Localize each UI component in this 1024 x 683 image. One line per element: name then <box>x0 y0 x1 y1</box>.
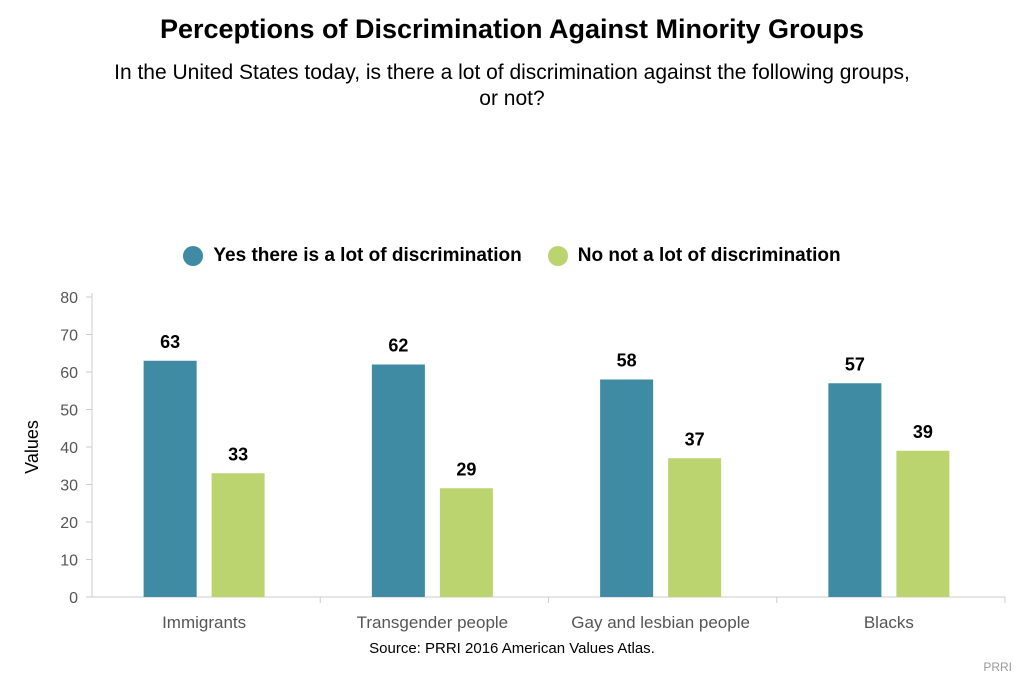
y-tick-label: 0 <box>69 590 78 607</box>
legend-swatch-yes <box>183 246 204 266</box>
y-tick-label: 20 <box>60 515 78 532</box>
x-tick-label: Transgender people <box>357 613 509 632</box>
legend-item-no[interactable]: No not a lot of discrimination <box>547 245 841 267</box>
source-note: Source: PRRI 2016 American Values Atlas. <box>369 640 655 657</box>
y-tick-label: 60 <box>60 365 78 382</box>
bar-no <box>668 458 722 597</box>
y-tick-label: 10 <box>60 553 78 570</box>
credit-label: PRRI <box>983 660 1012 674</box>
chart-title: Perceptions of Discrimination Against Mi… <box>159 14 865 44</box>
x-tick-label: Gay and lesbian people <box>571 613 750 632</box>
legend-label-yes: Yes there is a lot of discrimination <box>213 245 522 266</box>
legend-item-yes[interactable]: Yes there is a lot of discrimination <box>183 245 522 267</box>
bar-no <box>439 488 493 597</box>
y-tick-label: 50 <box>60 403 78 420</box>
data-label: 63 <box>160 332 180 352</box>
y-tick-label: 80 <box>60 290 78 307</box>
data-label: 58 <box>617 351 637 371</box>
legend-label-no: No not a lot of discrimination <box>577 245 841 266</box>
legend-swatch-no <box>547 246 568 266</box>
y-axis-title: Values <box>22 420 42 474</box>
data-label: 29 <box>456 459 476 479</box>
y-tick-label: 30 <box>60 478 78 495</box>
bar-no <box>896 450 950 597</box>
data-label: 57 <box>845 354 865 374</box>
x-tick-label: Immigrants <box>162 613 246 632</box>
bar-yes <box>143 360 197 597</box>
bar-yes <box>828 383 882 597</box>
y-tick-label: 70 <box>60 328 78 345</box>
data-label: 37 <box>685 429 705 449</box>
chart-subtitle: In the United States today, is there a l… <box>114 61 910 110</box>
bar-yes <box>371 364 425 597</box>
y-tick-label: 40 <box>60 440 78 457</box>
x-tick-label: Blacks <box>864 613 914 632</box>
data-label: 62 <box>388 336 408 356</box>
data-label: 39 <box>913 422 933 442</box>
data-label: 33 <box>228 444 248 464</box>
bar-yes <box>600 379 654 597</box>
bar-no <box>211 473 265 597</box>
legend: Yes there is a lot of discrimination No … <box>0 245 1024 267</box>
